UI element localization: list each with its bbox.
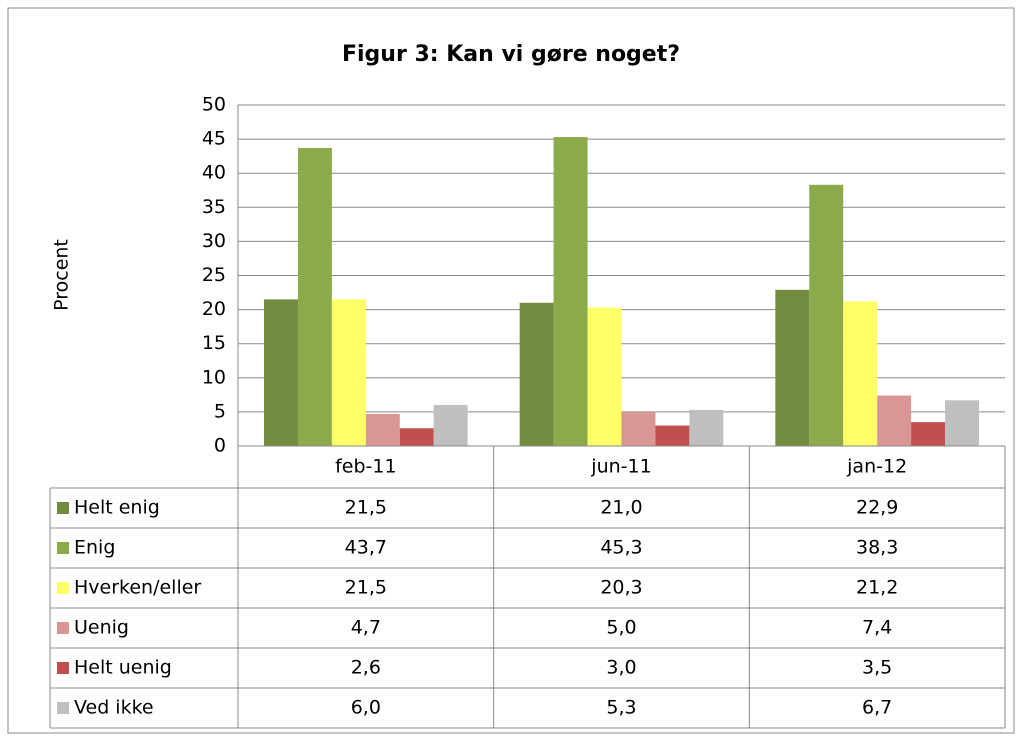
- table-value: 21,0: [600, 497, 642, 519]
- table-value: 3,5: [862, 657, 892, 679]
- y-tick-label: 0: [214, 435, 226, 457]
- bar: [843, 301, 878, 446]
- table-value: 5,3: [606, 697, 636, 719]
- legend-label: Helt uenig: [74, 657, 172, 679]
- y-tick-label: 15: [202, 332, 226, 354]
- legend-label: Ved ikke: [74, 697, 154, 719]
- table-value: 21,5: [345, 497, 387, 519]
- bar: [587, 307, 622, 446]
- legend-swatch: [57, 502, 69, 514]
- legend-label: Hverken/eller: [74, 577, 201, 599]
- bar: [877, 395, 912, 446]
- bar: [621, 411, 656, 446]
- y-tick-label: 20: [202, 298, 226, 320]
- chart-title: Figur 3: Kan vi gøre noget?: [342, 42, 680, 67]
- bar: [297, 147, 332, 446]
- y-tick-label: 40: [202, 162, 226, 184]
- bar: [553, 137, 588, 446]
- table-value: 3,0: [606, 657, 636, 679]
- table-value: 5,0: [606, 617, 636, 639]
- y-tick-label: 10: [202, 366, 226, 388]
- table-value: 6,7: [862, 697, 892, 719]
- bar: [911, 422, 946, 446]
- table-value: 45,3: [600, 537, 642, 559]
- bar: [264, 299, 298, 446]
- x-tick-label: jan-12: [846, 456, 907, 478]
- y-tick-label: 25: [202, 264, 226, 286]
- bar: [365, 413, 400, 446]
- legend-swatch: [57, 622, 69, 634]
- table-value: 4,7: [351, 617, 381, 639]
- table-value: 21,5: [345, 577, 387, 599]
- y-axis-label: Procent: [51, 239, 73, 311]
- legend-label: Helt enig: [74, 497, 160, 519]
- y-tick-label: 50: [202, 94, 226, 116]
- legend-swatch: [57, 702, 69, 714]
- y-tick-label: 30: [202, 230, 226, 252]
- table-value: 38,3: [856, 537, 898, 559]
- bar: [433, 405, 468, 446]
- bar: [809, 184, 844, 446]
- table-value: 20,3: [600, 577, 642, 599]
- table-value: 43,7: [345, 537, 387, 559]
- x-tick-label: jun-11: [590, 456, 651, 478]
- bar: [331, 299, 366, 446]
- x-tick-label: feb-11: [335, 456, 396, 478]
- bar: [775, 289, 810, 446]
- table-value: 2,6: [351, 657, 381, 679]
- table-value: 7,4: [862, 617, 892, 639]
- y-tick-label: 45: [202, 128, 226, 150]
- y-tick-label: 5: [214, 400, 226, 422]
- bar: [945, 400, 979, 446]
- legend-swatch: [57, 582, 69, 594]
- legend-swatch: [57, 662, 69, 674]
- bar: [655, 425, 690, 446]
- legend-swatch: [57, 542, 69, 554]
- table-value: 6,0: [351, 697, 381, 719]
- table-value: 21,2: [856, 577, 898, 599]
- legend-label: Enig: [74, 537, 115, 559]
- bar: [519, 302, 554, 446]
- table-value: 22,9: [856, 497, 898, 519]
- bar: [689, 409, 724, 446]
- y-tick-label: 35: [202, 196, 226, 218]
- bar: [399, 428, 434, 446]
- legend-label: Uenig: [74, 617, 129, 639]
